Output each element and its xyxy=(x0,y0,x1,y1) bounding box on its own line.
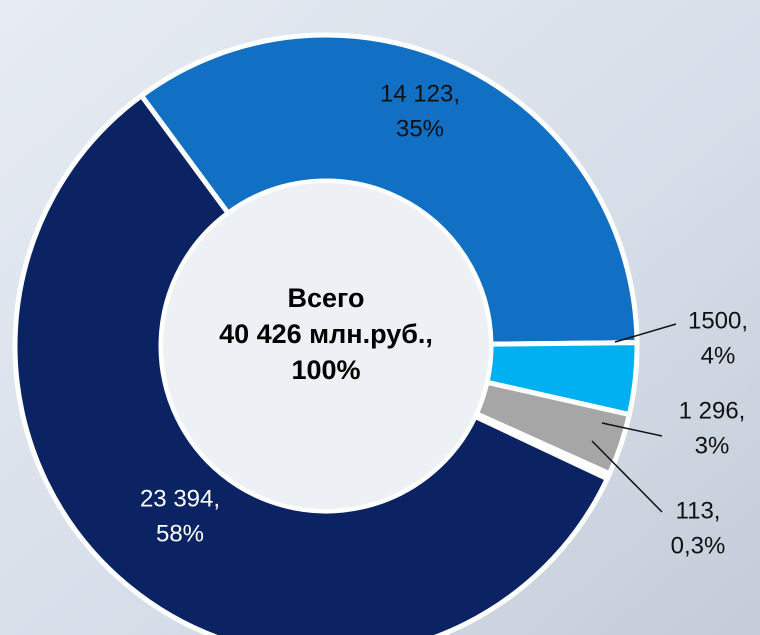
value-label: 23 394, xyxy=(140,485,220,512)
percent-label: 3% xyxy=(695,432,730,459)
percent-label: 0,3% xyxy=(671,532,726,559)
center-text: 100% xyxy=(291,355,360,385)
value-label: 113, xyxy=(676,497,721,524)
center-text: 40 426 млн.руб., xyxy=(219,319,433,349)
value-label: 1500, xyxy=(688,307,748,334)
value-label: 1 296, xyxy=(679,397,746,424)
value-label: 14 123, xyxy=(380,80,460,107)
percent-label: 58% xyxy=(156,520,204,547)
chart: 14 123, 35% 1500, 4% 1 296, 3% 113, 0,3% 23 394,… xyxy=(0,0,760,635)
percent-label: 35% xyxy=(396,115,444,142)
percent-label: 4% xyxy=(701,342,736,369)
center-text: Всего xyxy=(288,283,365,313)
